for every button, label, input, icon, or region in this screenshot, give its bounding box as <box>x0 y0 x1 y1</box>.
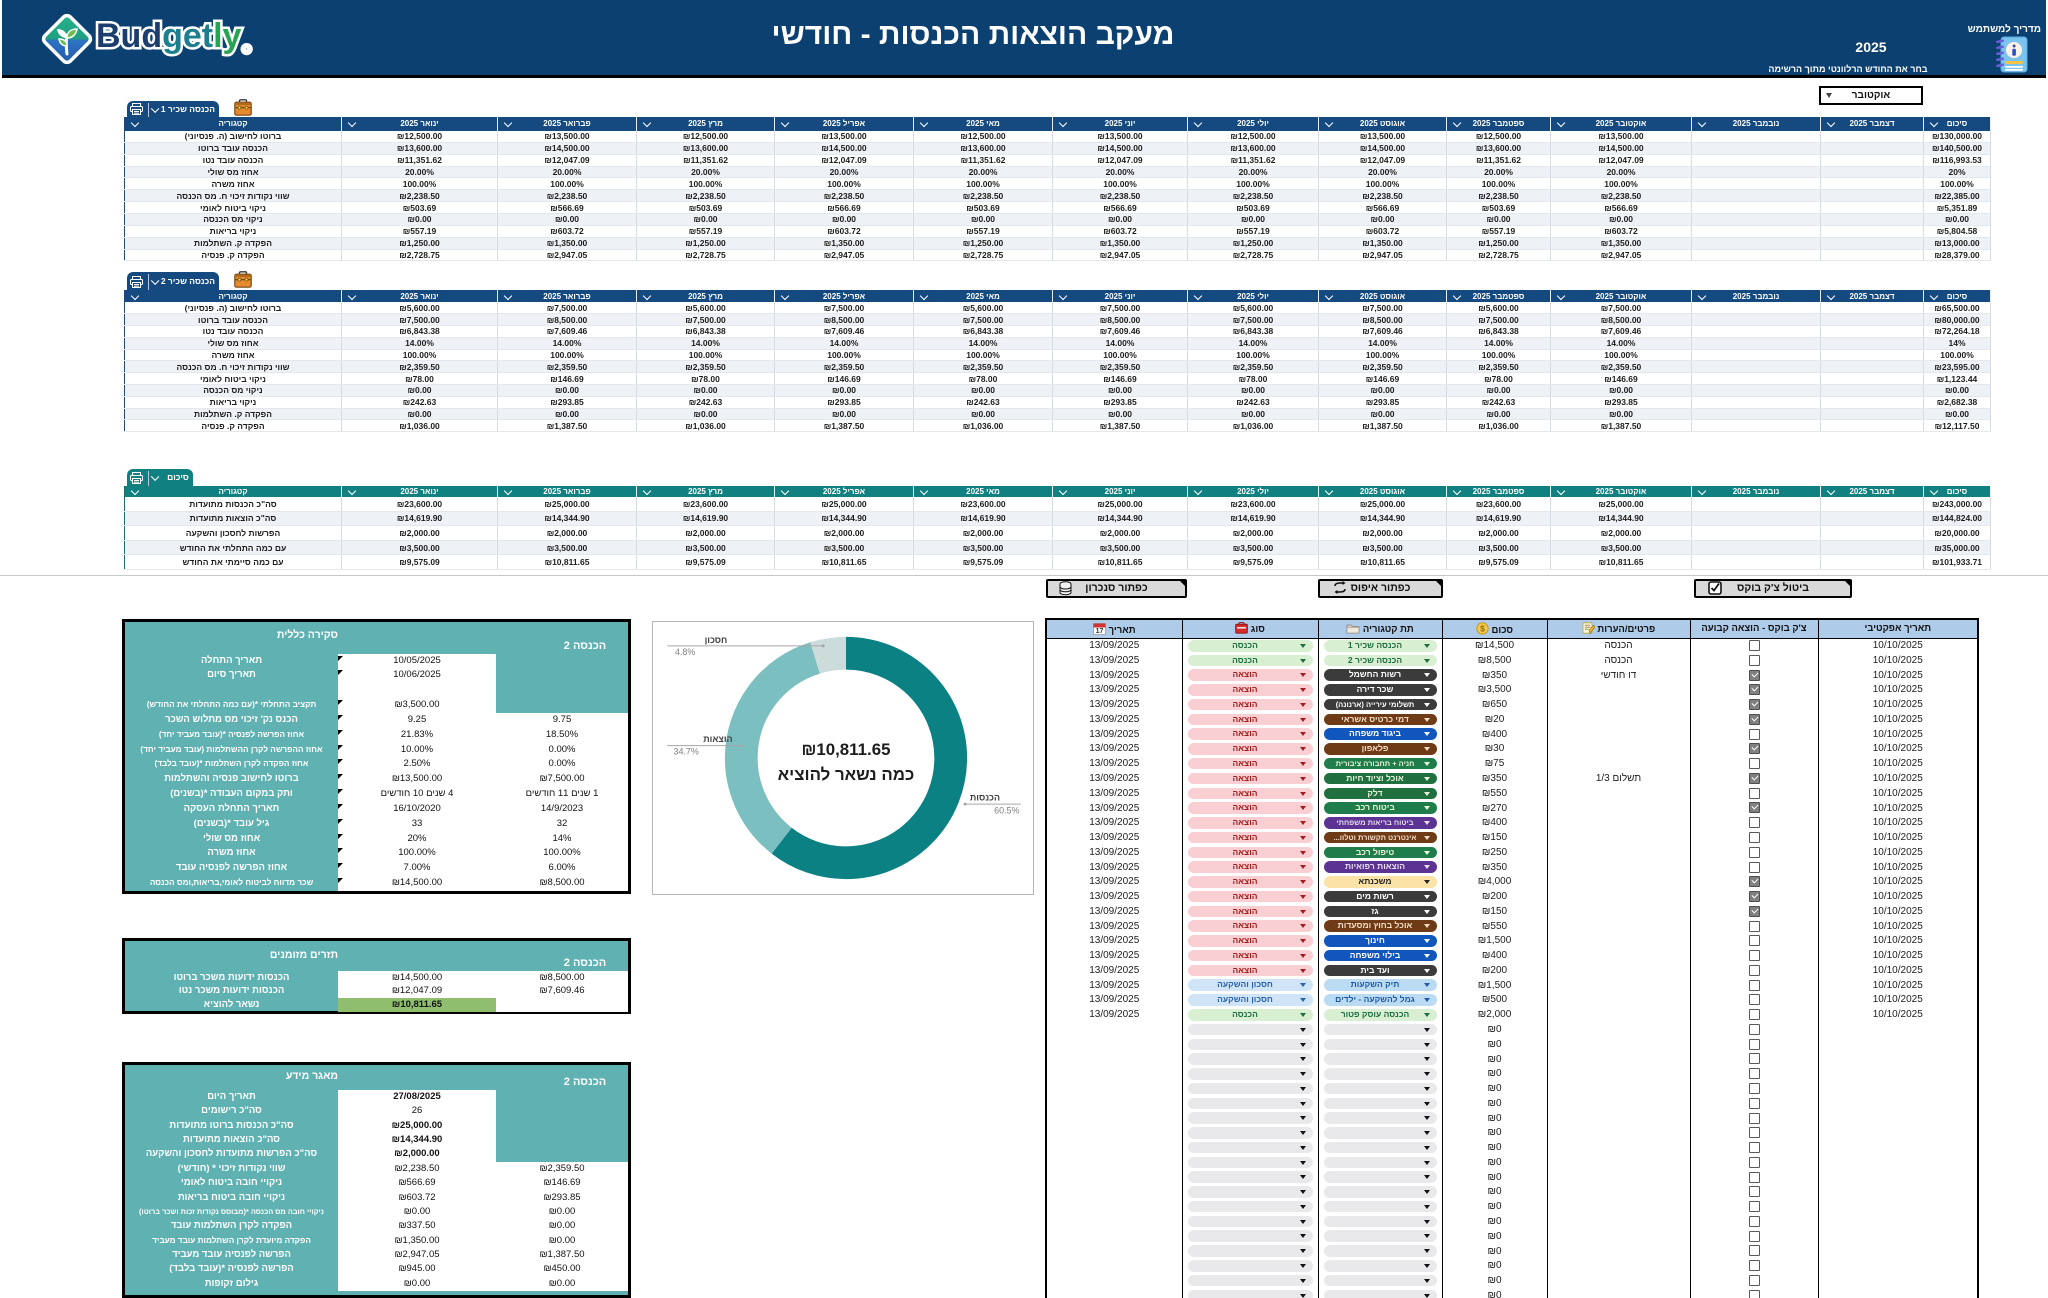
svg-text:$: $ <box>1480 623 1485 633</box>
svg-text:₪10,811.65: ₪10,811.65 <box>801 740 890 759</box>
svg-text:הוצאות: הוצאות <box>703 734 732 744</box>
svg-text:כמה נשאר להוציא: כמה נשאר להוציא <box>778 765 915 784</box>
svg-text:הכנסות: הכנסות <box>970 793 1000 803</box>
svg-text:17: 17 <box>1096 628 1104 635</box>
svg-text:60.5%: 60.5% <box>994 806 1019 816</box>
svg-text:4.8%: 4.8% <box>675 647 695 657</box>
svg-text:34.7%: 34.7% <box>673 747 698 757</box>
svg-text:חסכון: חסכון <box>705 635 728 645</box>
